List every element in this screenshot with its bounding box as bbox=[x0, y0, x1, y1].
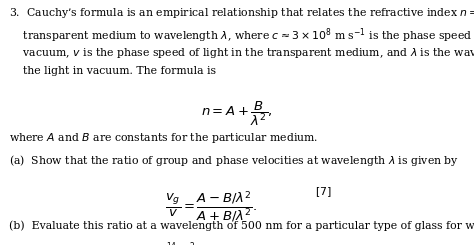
Text: where $A$ and $B$ are constants for the particular medium.: where $A$ and $B$ are constants for the … bbox=[9, 131, 318, 145]
Text: $A = 1.85$ and $B = 4.2 \times 10^{-14}$ m$^2$. $[3]$: $A = 1.85$ and $B = 4.2 \times 10^{-14}$… bbox=[9, 241, 218, 245]
Text: $n = A + \dfrac{B}{\lambda^2},$: $n = A + \dfrac{B}{\lambda^2},$ bbox=[201, 99, 273, 128]
Text: the light in vacuum. The formula is: the light in vacuum. The formula is bbox=[9, 66, 216, 76]
Text: $\dfrac{v_g}{v} = \dfrac{A - B/\lambda^2}{A + B/\lambda^2}.$: $\dfrac{v_g}{v} = \dfrac{A - B/\lambda^2… bbox=[165, 189, 257, 224]
Text: $[7]$: $[7]$ bbox=[315, 185, 332, 199]
Text: (a)  Show that the ratio of group and phase velocities at wavelength $\lambda$ i: (a) Show that the ratio of group and pha… bbox=[9, 153, 458, 168]
Text: transparent medium to wavelength $\lambda$, where $c \approx 3 \times 10^8$ m s$: transparent medium to wavelength $\lambd… bbox=[9, 26, 474, 45]
Text: vacuum, $v$ is the phase speed of light in the transparent medium, and $\lambda$: vacuum, $v$ is the phase speed of light … bbox=[9, 46, 474, 60]
Text: 3.  Cauchy’s formula is an empirical relationship that relates the refractive in: 3. Cauchy’s formula is an empirical rela… bbox=[9, 6, 474, 20]
Text: (b)  Evaluate this ratio at a wavelength of 500 nm for a particular type of glas: (b) Evaluate this ratio at a wavelength … bbox=[9, 220, 474, 231]
